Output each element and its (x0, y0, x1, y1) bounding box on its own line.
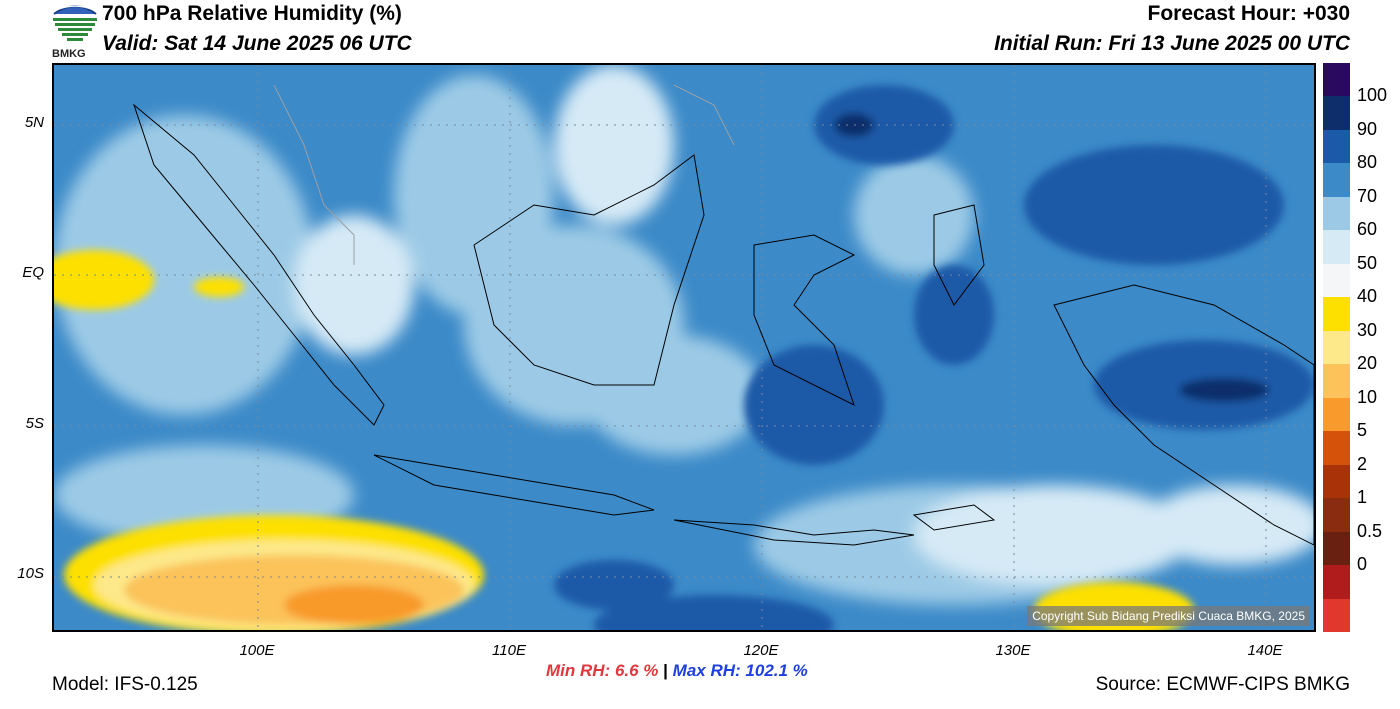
stats-separator: | (663, 661, 668, 680)
colorbar-tick-label: 80 (1357, 152, 1378, 173)
lat-label-5s: 5S (25, 415, 44, 432)
coast-timor (912, 504, 996, 531)
colorbar-tick-label: 30 (1357, 319, 1378, 340)
colorbar-swatch (1323, 397, 1350, 432)
coast-sulawesi (753, 234, 856, 406)
lon-label-100e: 100E (239, 642, 275, 659)
colorbar-swatch (1323, 297, 1350, 332)
coast-java (373, 454, 655, 516)
max-rh-label: Max RH: (672, 661, 741, 680)
bmkg-logo: BMKG (50, 0, 100, 62)
coast-new-guinea (1053, 284, 1314, 546)
lat-label-10s: 10S (17, 565, 44, 582)
coast-nusa-tenggara (673, 519, 915, 546)
lat-label-5n: 5N (24, 114, 44, 131)
forecast-hour: Forecast Hour: +030 (1147, 2, 1351, 25)
logo-text: BMKG (52, 48, 86, 60)
colorbar-tick-label: 60 (1357, 219, 1378, 240)
colorbar-swatch (1323, 531, 1350, 566)
colorbar-tick-label: 2 (1357, 453, 1368, 474)
rh-stats: Min RH: 6.6 % | Max RH: 102.1 % (546, 661, 808, 681)
lat-label-eq: EQ (22, 264, 44, 281)
model-label: Model: IFS-0.125 (52, 674, 198, 695)
coastlines (132, 103, 1314, 546)
colorbar-tick-label: 1 (1357, 487, 1368, 508)
colorbar-swatch (1323, 498, 1350, 533)
colorbar-swatch (1323, 565, 1350, 600)
colorbar-swatch (1323, 196, 1350, 231)
valid-time: Valid: Sat 14 June 2025 06 UTC (102, 32, 412, 55)
lon-label-110e: 110E (492, 642, 526, 659)
colorbar-swatch (1323, 364, 1350, 399)
dry-region-southwest (54, 250, 484, 630)
colorbar-tick-label: 70 (1357, 185, 1378, 206)
colorbar-swatch (1323, 230, 1350, 265)
source-label: Source: ECMWF-CIPS BMKG (1095, 674, 1350, 695)
colorbar-tick-label: 50 (1357, 252, 1378, 273)
colorbar-tick-label: 100 (1357, 85, 1388, 106)
humidity-field-svg (54, 65, 1314, 630)
lon-label-130e: 130E (995, 642, 1031, 659)
chart-title: 700 hPa Relative Humidity (%) (102, 2, 402, 25)
coast-sumatra (132, 103, 385, 426)
coast-borneo (473, 154, 705, 386)
colorbar-tick-label: 40 (1357, 286, 1378, 307)
colorbar-swatch (1323, 63, 1350, 97)
bmkg-logo-icon (53, 5, 97, 41)
colorbar-swatch (1323, 129, 1350, 164)
initial-run: Initial Run: Fri 13 June 2025 00 UTC (994, 32, 1350, 55)
colorbar-tick-label: 20 (1357, 353, 1378, 374)
humidity-map: Copyright Sub Bidang Prediksi Cuaca BMKG… (52, 63, 1316, 632)
field-light-areas (54, 65, 1314, 605)
colorbar-swatch (1323, 431, 1350, 466)
coast-halmahera (933, 204, 985, 306)
lon-label-120e: 120E (743, 642, 779, 659)
field-dark-areas (554, 85, 1314, 630)
colorbar-tick-label: 10 (1357, 386, 1378, 407)
min-rh-label: Min RH: (546, 661, 611, 680)
min-rh-value: 6.6 % (614, 661, 659, 680)
colorbar-tick-label: 0 (1357, 554, 1368, 575)
colorbar-swatch (1323, 263, 1350, 298)
colorbar-swatch (1323, 330, 1350, 365)
colorbar-tick-label: 0.5 (1357, 520, 1383, 541)
colorbar-swatch (1323, 598, 1350, 633)
colorbar-swatch (1323, 96, 1350, 131)
colorbar-swatch (1323, 464, 1350, 499)
colorbar-swatch (1323, 163, 1350, 198)
colorbar-tick-label: 5 (1357, 420, 1368, 441)
coast-mainland-asia (273, 84, 735, 265)
lon-label-140e: 140E (1247, 642, 1283, 659)
colorbar-tick-label: 90 (1357, 118, 1378, 139)
copyright-notice: Copyright Sub Bidang Prediksi Cuaca BMKG… (1027, 606, 1310, 626)
gridlines (54, 65, 1314, 630)
max-rh-value: 102.1 % (745, 661, 808, 680)
